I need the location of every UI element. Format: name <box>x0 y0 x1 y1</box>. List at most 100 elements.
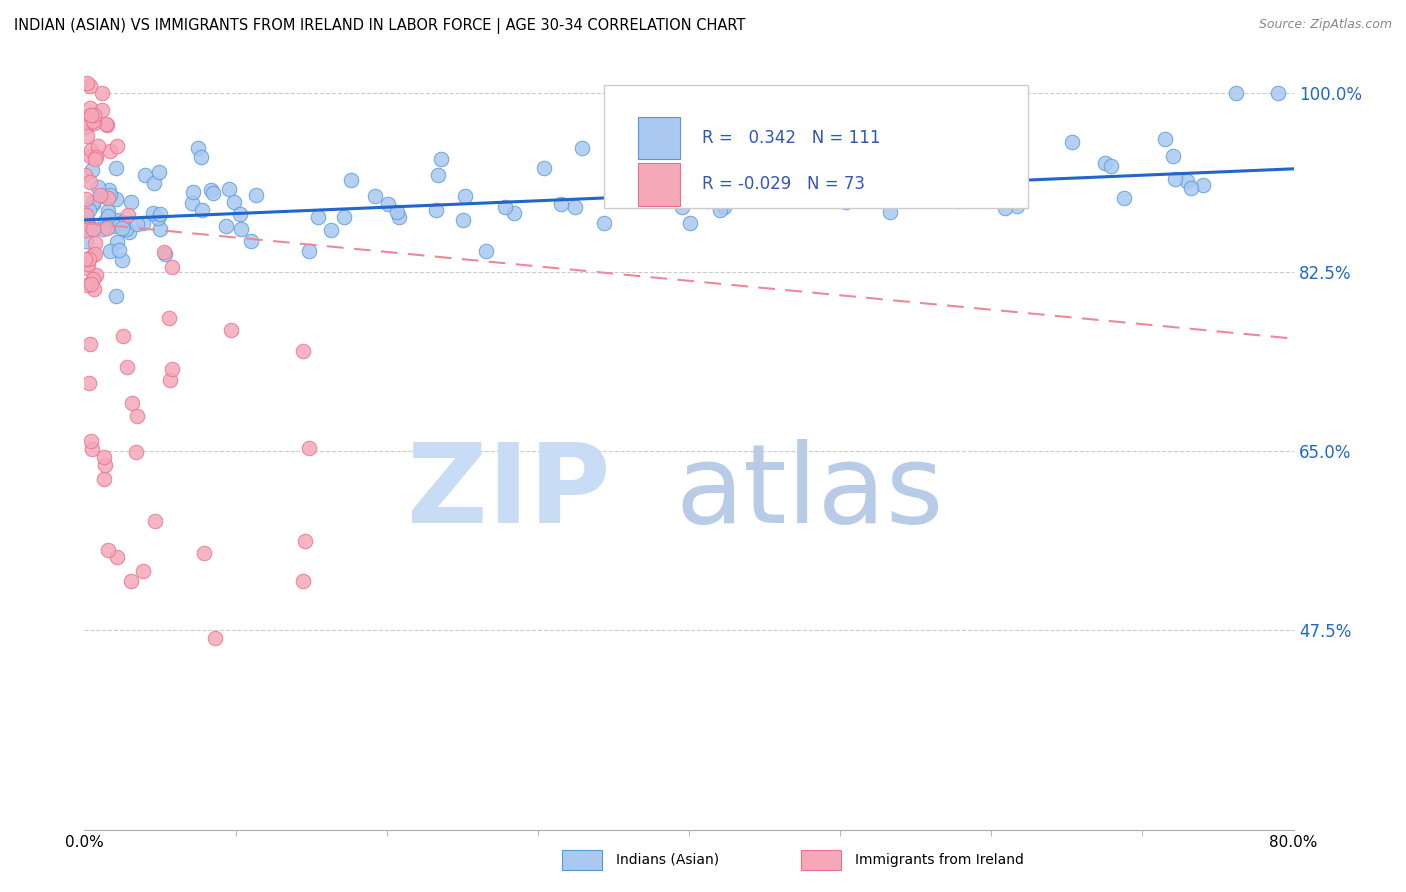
Point <box>75 234 97 248</box>
Point <box>1175 174 1198 188</box>
Point <box>994 201 1017 215</box>
Point <box>80 434 103 449</box>
Text: atlas: atlas <box>676 439 943 546</box>
Point <box>132 565 155 579</box>
FancyBboxPatch shape <box>638 163 681 205</box>
Point <box>191 202 214 217</box>
Point <box>98 144 121 158</box>
Text: Immigrants from Ireland: Immigrants from Ireland <box>855 853 1024 867</box>
Point <box>187 141 209 155</box>
Point <box>79 149 101 163</box>
Point <box>87 180 110 194</box>
Point <box>111 215 134 229</box>
Point <box>948 194 970 208</box>
Point <box>931 162 953 177</box>
Text: R =   0.342   N = 111: R = 0.342 N = 111 <box>702 129 880 147</box>
Point <box>82 222 104 236</box>
Point <box>125 445 148 459</box>
Point <box>97 183 120 197</box>
Point <box>115 222 138 236</box>
Point <box>157 311 180 326</box>
Point <box>82 113 104 128</box>
Point <box>842 185 865 199</box>
Point <box>120 574 142 588</box>
Point <box>533 161 555 175</box>
Point <box>494 200 516 214</box>
Point <box>82 195 104 210</box>
Point <box>79 79 101 94</box>
Point <box>204 631 226 645</box>
Point <box>709 202 731 217</box>
Point <box>118 225 141 239</box>
Point <box>149 207 172 221</box>
Point <box>100 244 122 258</box>
Point <box>153 247 176 261</box>
Point <box>97 219 120 233</box>
Point <box>1099 159 1122 173</box>
Point <box>121 396 143 410</box>
Point <box>75 168 97 182</box>
Point <box>79 337 101 351</box>
Point <box>96 118 118 132</box>
Point <box>105 549 128 564</box>
Point <box>294 534 316 549</box>
Point <box>240 234 263 248</box>
Text: Source: ZipAtlas.com: Source: ZipAtlas.com <box>1258 18 1392 31</box>
Point <box>159 373 181 387</box>
Point <box>82 222 104 236</box>
Point <box>79 108 101 122</box>
Point <box>917 188 939 202</box>
Point <box>364 189 387 203</box>
Point <box>77 202 100 217</box>
Point <box>76 213 98 227</box>
Point <box>83 108 105 122</box>
Point <box>162 362 184 376</box>
Point <box>94 458 117 472</box>
Point <box>93 222 115 236</box>
Point <box>292 343 315 358</box>
Point <box>103 219 125 234</box>
FancyBboxPatch shape <box>638 117 681 160</box>
Point <box>149 221 172 235</box>
Point <box>425 202 447 217</box>
Point <box>132 216 155 230</box>
Point <box>76 277 98 292</box>
Point <box>82 248 104 262</box>
Point <box>963 153 986 168</box>
Point <box>1154 132 1177 146</box>
Point <box>82 197 104 211</box>
Point <box>153 244 176 259</box>
Point <box>571 141 593 155</box>
Point <box>245 187 267 202</box>
Point <box>146 211 169 225</box>
Point <box>79 108 101 122</box>
Point <box>298 442 321 456</box>
Point <box>98 187 121 202</box>
Point <box>333 211 356 225</box>
Point <box>77 376 100 390</box>
Point <box>107 235 129 250</box>
Point <box>97 204 120 219</box>
Point <box>97 191 120 205</box>
Point <box>215 219 238 234</box>
Text: Indians (Asian): Indians (Asian) <box>616 853 718 867</box>
Point <box>201 186 224 200</box>
Point <box>319 223 342 237</box>
Point <box>1007 199 1029 213</box>
Point <box>104 192 127 206</box>
Point <box>388 210 411 224</box>
Point <box>79 277 101 292</box>
Point <box>763 127 786 141</box>
Point <box>96 220 118 235</box>
Point <box>1267 86 1289 100</box>
Point <box>79 220 101 235</box>
Point <box>94 214 117 228</box>
Point <box>77 252 100 267</box>
Point <box>1163 149 1185 163</box>
Point <box>97 542 120 557</box>
Point <box>1060 136 1083 150</box>
Point <box>1225 86 1247 100</box>
Point <box>190 150 212 164</box>
Point <box>125 217 148 231</box>
Point <box>75 192 97 206</box>
